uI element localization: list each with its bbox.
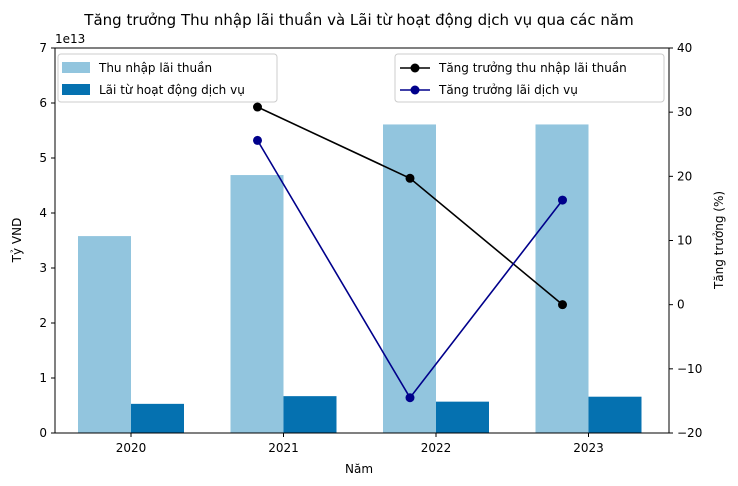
legend-box — [394, 53, 665, 103]
y-tick-label: 0 — [39, 426, 47, 440]
y-tick-label: 2 — [39, 316, 47, 330]
series-point — [253, 102, 262, 112]
x-tick-label: 2023 — [573, 441, 604, 455]
y2-tick-label: 20 — [677, 169, 692, 183]
bars-layer — [78, 124, 642, 434]
x-tick-label: 2020 — [116, 441, 147, 455]
x-axis-label: Năm — [345, 462, 373, 476]
y-axis-left: 0 1 2 3 4 5 6 7 — [39, 41, 55, 440]
y2-axis-label: Tăng trưởng (%) — [712, 191, 726, 290]
x-tick-label: 2022 — [421, 441, 452, 455]
legend-bars: Thu nhập lãi thuần Lãi từ hoạt động dịch … — [57, 53, 278, 103]
lines-layer — [253, 102, 567, 403]
y-tick-label: 7 — [39, 41, 47, 55]
legend-lines: Tăng trưởng thu nhập lãi thuần Tăng trưởn… — [394, 53, 665, 103]
legend-marker — [410, 85, 420, 95]
series-point — [253, 135, 262, 145]
legend-swatch — [62, 62, 90, 73]
y2-tick-label: 30 — [677, 105, 692, 119]
y-offset-label: 1e13 — [55, 32, 85, 46]
y2-tick-label: −10 — [677, 362, 702, 376]
y-axis-right: −20 −10 0 10 20 30 40 — [669, 41, 702, 440]
legend-swatch — [62, 84, 90, 95]
legend-box — [57, 53, 278, 103]
y2-tick-label: 10 — [677, 234, 692, 248]
legend-label: Tăng trưởng lãi dịch vụ — [438, 83, 578, 97]
y-axis-label: Tỷ VND — [10, 218, 24, 264]
chart-title: Tăng trưởng Thu nhập lãi thuần và Lãi từ… — [83, 11, 633, 29]
legend-label: Thu nhập lãi thuần — [98, 61, 212, 75]
series-point — [558, 195, 567, 205]
bar — [131, 403, 184, 433]
legend-label: Lãi từ hoạt động dịch vụ — [99, 83, 245, 97]
y2-tick-label: −20 — [677, 426, 702, 440]
legend-label: Tăng trưởng thu nhập lãi thuần — [438, 61, 627, 75]
y2-tick-label: 40 — [677, 41, 692, 55]
y-tick-label: 4 — [39, 206, 47, 220]
y-tick-label: 1 — [39, 371, 47, 385]
x-tick-label: 2021 — [268, 441, 299, 455]
bar — [535, 124, 589, 433]
y-tick-label: 5 — [39, 151, 47, 165]
bar — [383, 124, 436, 433]
bar — [230, 175, 284, 434]
series-point — [405, 393, 415, 403]
x-axis: 2020 2021 2022 2023 — [116, 433, 604, 455]
bar — [283, 396, 337, 433]
bar — [588, 396, 642, 433]
y-tick-label: 3 — [39, 261, 47, 275]
series-point — [405, 173, 415, 183]
y-tick-label: 6 — [39, 96, 47, 110]
legend-marker — [410, 63, 420, 73]
y2-tick-label: 0 — [677, 298, 685, 312]
bar — [436, 401, 489, 433]
bar — [78, 236, 131, 433]
series-point — [558, 300, 567, 310]
